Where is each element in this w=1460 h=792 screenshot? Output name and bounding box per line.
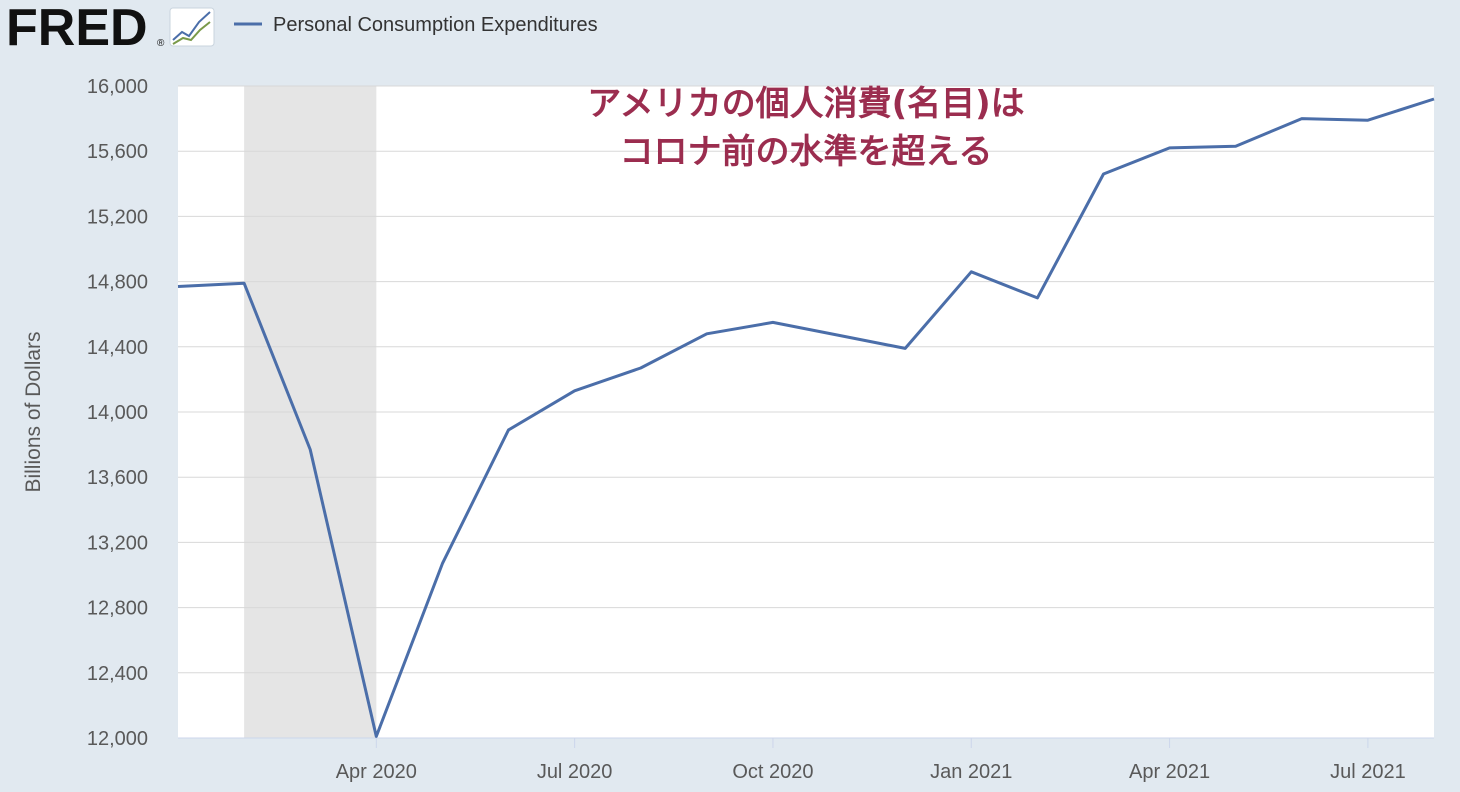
y-tick-label: 16,000 bbox=[87, 76, 148, 98]
y-tick-label: 12,000 bbox=[87, 728, 148, 750]
data-point bbox=[771, 320, 775, 324]
data-point bbox=[969, 270, 973, 274]
x-tick-label: Apr 2021 bbox=[1129, 761, 1210, 783]
y-tick-label: 14,400 bbox=[87, 337, 148, 359]
y-tick-label: 12,800 bbox=[87, 598, 148, 620]
brand-text: FRED bbox=[6, 0, 148, 57]
data-point bbox=[1168, 146, 1172, 150]
y-tick-label: 14,000 bbox=[87, 402, 148, 424]
x-tick-label: Jan 2021 bbox=[930, 761, 1012, 783]
chart-trend-icon bbox=[169, 7, 215, 47]
x-axis: Apr 2020 Jul 2020 Oct 2020 Jan 2021 Apr 2021… bbox=[336, 738, 1406, 783]
data-point bbox=[507, 428, 511, 432]
data-point bbox=[1035, 296, 1039, 300]
data-point bbox=[903, 346, 907, 350]
data-point bbox=[440, 562, 444, 566]
y-axis: 12,000 12,400 12,800 13,200 13,600 14,000 14,4… bbox=[87, 76, 148, 750]
data-point bbox=[1366, 118, 1370, 122]
x-tick-label: Apr 2020 bbox=[336, 761, 417, 783]
y-tick-label: 14,800 bbox=[87, 272, 148, 294]
data-point bbox=[1300, 117, 1304, 121]
data-point bbox=[1101, 172, 1105, 176]
y-tick-label: 12,400 bbox=[87, 663, 148, 685]
data-point bbox=[705, 332, 709, 336]
data-point bbox=[639, 366, 643, 370]
y-tick-label: 13,600 bbox=[87, 467, 148, 489]
data-point bbox=[308, 447, 312, 451]
series-line-pce bbox=[177, 97, 1435, 738]
y-axis-title: Billions of Dollars bbox=[22, 331, 45, 492]
data-point bbox=[176, 284, 180, 288]
annotation-line-2: コロナ前の水準を超える bbox=[620, 132, 993, 172]
legend-label: Personal Consumption Expenditures bbox=[273, 14, 598, 36]
data-point bbox=[374, 734, 378, 738]
x-tick-label: Jul 2021 bbox=[1330, 761, 1406, 783]
y-tick-label: 15,200 bbox=[87, 206, 148, 228]
data-point bbox=[573, 389, 577, 393]
annotation-line-1: アメリカの個人消費(名目)は bbox=[587, 84, 1024, 124]
x-tick-label: Jul 2020 bbox=[537, 761, 613, 783]
data-point bbox=[837, 333, 841, 337]
y-tick-label: 15,600 bbox=[87, 141, 148, 163]
annotation: アメリカの個人消費(名目)は コロナ前の水準を超える bbox=[587, 84, 1024, 172]
x-tick-label: Oct 2020 bbox=[732, 761, 813, 783]
data-point bbox=[1234, 144, 1238, 148]
y-tick-label: 13,200 bbox=[87, 532, 148, 554]
fred-logo[interactable]: FRED ® bbox=[6, 0, 215, 57]
registered-mark: ® bbox=[157, 38, 165, 49]
legend[interactable]: Personal Consumption Expenditures bbox=[234, 14, 598, 36]
data-point bbox=[1432, 97, 1436, 101]
data-point bbox=[242, 281, 246, 285]
